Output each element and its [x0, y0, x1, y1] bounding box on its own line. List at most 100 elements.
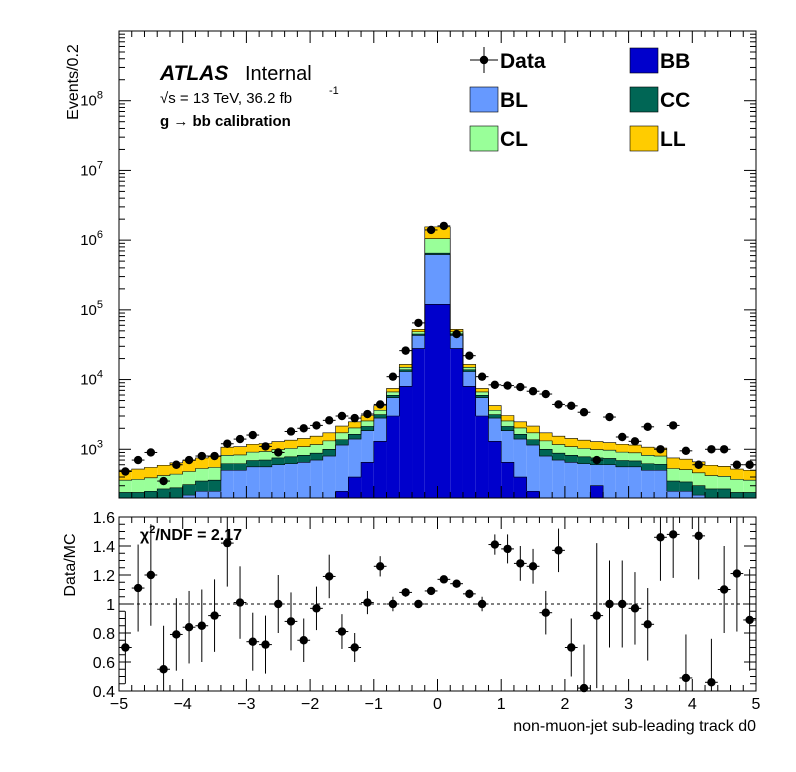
bar-cc	[373, 414, 387, 419]
bar-cc	[705, 488, 718, 498]
ratio-point	[490, 540, 500, 549]
bar-cc	[692, 485, 706, 496]
ratio-y-tick-label: 1.6	[93, 510, 115, 527]
bar-bl	[590, 464, 604, 486]
data-point	[350, 413, 359, 423]
bar-bb	[513, 477, 527, 498]
bar-bl	[501, 430, 514, 463]
data-point	[248, 430, 257, 440]
bar-cc	[182, 484, 196, 496]
ratio-frame	[118, 516, 757, 692]
bar-ll	[271, 441, 285, 450]
bar-bl	[462, 371, 476, 387]
data-point	[325, 416, 334, 425]
legend-swatch	[469, 125, 499, 152]
x-tick-label: −1	[365, 696, 383, 713]
bar-cl	[475, 391, 489, 396]
legend-item-bb: BB	[629, 47, 690, 74]
ratio-point	[299, 636, 308, 645]
bar-cc	[501, 426, 514, 431]
bar-bl	[450, 335, 463, 349]
ratio-point	[732, 569, 742, 578]
data-point	[579, 408, 589, 417]
internal-text: Internal	[245, 63, 312, 85]
bar-ll	[603, 442, 616, 451]
data-point	[668, 421, 678, 430]
bar-cl	[705, 475, 718, 489]
bar-bb	[412, 348, 425, 498]
ratio-point	[133, 583, 143, 593]
data-point	[567, 401, 576, 411]
energy-lumi-text: √s = 13 TeV, 36.2 fb	[160, 90, 292, 107]
bar-cl	[577, 448, 591, 457]
bar-bl	[399, 371, 413, 387]
data-point	[490, 380, 500, 390]
data-point	[210, 451, 219, 461]
ratio-point	[630, 604, 640, 613]
bar-cl	[564, 446, 578, 456]
ratio-point	[248, 637, 257, 646]
bar-cl	[462, 367, 476, 370]
bar-cl	[412, 331, 425, 335]
data-point	[541, 389, 550, 399]
chi2-symbol: χ	[140, 527, 150, 544]
calibration-text: g → bb calibration	[160, 113, 291, 130]
bar-bl	[679, 491, 693, 498]
bar-ll	[679, 459, 693, 470]
ratio-point	[235, 598, 245, 607]
x-tick-label: 5	[752, 696, 761, 713]
bar-bl	[654, 470, 667, 498]
data-point	[618, 432, 627, 442]
data-point	[528, 387, 538, 396]
ratio-point	[375, 562, 385, 571]
data-point	[452, 329, 461, 339]
legend-item-ll: LL	[629, 125, 686, 152]
x-tick-label: 0	[433, 696, 442, 713]
data-point	[605, 412, 614, 422]
ratio-point	[197, 621, 207, 630]
ratio-point	[159, 665, 168, 674]
bar-cc	[730, 492, 744, 498]
bar-cc	[488, 414, 502, 419]
x-tick-label: −2	[301, 696, 319, 713]
y-tick-label: 107	[80, 159, 103, 179]
bar-cl	[169, 474, 183, 488]
bar-cc	[361, 426, 374, 431]
bar-cc	[513, 434, 527, 440]
legend-item-data: Data	[470, 47, 546, 73]
bar-ll	[526, 426, 540, 433]
ratio-point	[363, 598, 372, 607]
bar-cc	[526, 439, 540, 446]
bar-cc	[322, 449, 336, 457]
bar-bl	[615, 466, 629, 498]
bar-ll	[322, 432, 336, 441]
y-tick-label: 103	[80, 438, 103, 458]
bar-bl	[564, 462, 578, 498]
legend-label: CC	[660, 89, 690, 112]
data-point	[745, 460, 754, 469]
bar-ll	[412, 329, 425, 332]
bar-ll	[501, 415, 514, 421]
bar-cc	[297, 455, 311, 463]
bar-ll	[182, 460, 196, 472]
bar-cc	[386, 395, 400, 398]
bar-bb	[450, 348, 463, 498]
bar-ll	[144, 467, 158, 478]
bar-cl	[666, 468, 680, 482]
bar-cc	[157, 488, 170, 498]
bar-ll	[220, 447, 234, 456]
bar-ll	[233, 446, 247, 455]
bar-cc	[462, 369, 476, 372]
bar-bb	[437, 304, 451, 498]
bar-ll	[615, 444, 629, 453]
bar-cl	[373, 410, 387, 415]
bar-cl	[399, 367, 413, 370]
bar-cl	[488, 410, 502, 415]
bar-bl	[386, 397, 400, 417]
bar-cl	[182, 471, 196, 485]
bar-cl	[144, 477, 158, 492]
data-point	[286, 427, 296, 436]
bar-cl	[297, 446, 311, 456]
data-point	[656, 445, 665, 454]
bar-ll	[208, 456, 221, 468]
